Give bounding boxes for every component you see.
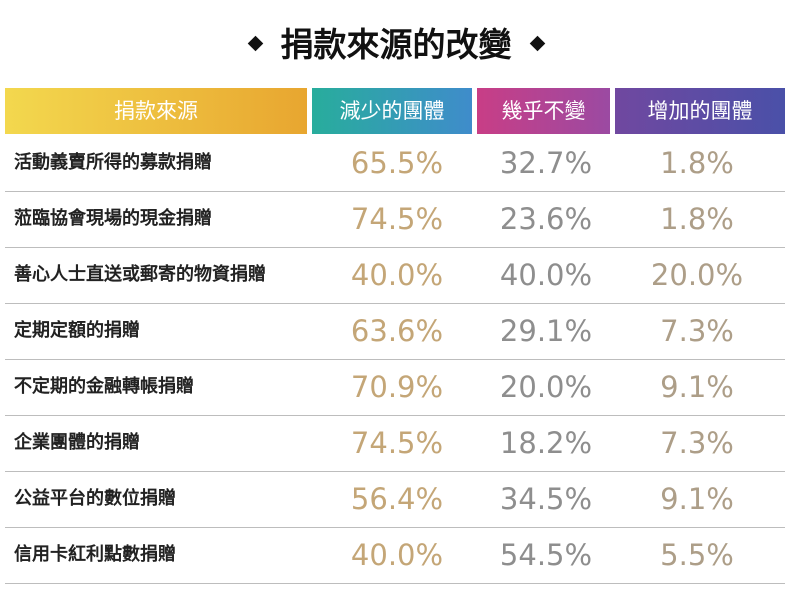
row-label: 企業團體的捐贈 (14, 432, 140, 453)
cell-value: 20.0% (650, 258, 744, 292)
cell-value: 70.9% (350, 370, 444, 404)
cell-value: 29.1% (499, 314, 593, 348)
title: 捐款來源的改變 (280, 25, 512, 64)
cell-value: 23.6% (499, 202, 593, 236)
cell-value: 32.7% (499, 146, 593, 180)
row-label: 信用卡紅利點數捐贈 (14, 544, 176, 565)
row-label: 蒞臨協會現場的現金捐贈 (14, 208, 212, 229)
row-label: 不定期的金融轉帳捐贈 (14, 376, 194, 397)
cell-value: 40.0% (350, 258, 444, 292)
diamond (529, 35, 545, 52)
cell-value: 65.5% (350, 146, 444, 180)
title-row: 捐款來源的改變 (0, 18, 792, 66)
table-row: 信用卡紅利點數捐贈 40.0% 54.5% 5.5% (5, 527, 785, 584)
cell-value: 7.3% (660, 314, 734, 348)
cell-value: 34.5% (499, 482, 593, 516)
header-cell: 捐款來源 (5, 88, 307, 134)
cell-value: 63.6% (350, 314, 444, 348)
cell-value: 5.5% (660, 538, 734, 572)
header-cell: 幾乎不變 (477, 88, 610, 134)
row-label: 善心人士直送或郵寄的物資捐贈 (14, 264, 266, 285)
cell-value: 7.3% (660, 426, 734, 460)
cell-value: 9.1% (660, 482, 734, 516)
table-row: 活動義賣所得的募款捐贈 65.5% 32.7% 1.8% (5, 135, 785, 192)
header-cell: 增加的團體 (615, 88, 785, 134)
cell-value: 40.0% (350, 538, 444, 572)
table-row: 善心人士直送或郵寄的物資捐贈 40.0% 40.0% 20.0% (5, 247, 785, 304)
cell-value: 54.5% (499, 538, 593, 572)
table-row: 不定期的金融轉帳捐贈 70.9% 20.0% 9.1% (5, 359, 785, 416)
row-label: 定期定額的捐贈 (14, 320, 140, 341)
cell-value: 1.8% (660, 146, 734, 180)
table-row: 蒞臨協會現場的現金捐贈 74.5% 23.6% 1.8% (5, 191, 785, 248)
table-row: 公益平台的數位捐贈 56.4% 34.5% 9.1% (5, 471, 785, 528)
diamond (247, 35, 263, 52)
row-label: 活動義賣所得的募款捐贈 (14, 152, 212, 173)
cell-value: 20.0% (499, 370, 593, 404)
table-row: 企業團體的捐贈 74.5% 18.2% 7.3% (5, 415, 785, 472)
cell-value: 18.2% (499, 426, 593, 460)
row-label: 公益平台的數位捐贈 (14, 488, 176, 509)
table-row: 定期定額的捐贈 63.6% 29.1% 7.3% (5, 303, 785, 360)
header-cell: 減少的團體 (312, 88, 472, 134)
cell-value: 74.5% (350, 426, 444, 460)
cell-value: 74.5% (350, 202, 444, 236)
cell-value: 9.1% (660, 370, 734, 404)
cell-value: 56.4% (350, 482, 444, 516)
cell-value: 40.0% (499, 258, 593, 292)
cell-value: 1.8% (660, 202, 734, 236)
